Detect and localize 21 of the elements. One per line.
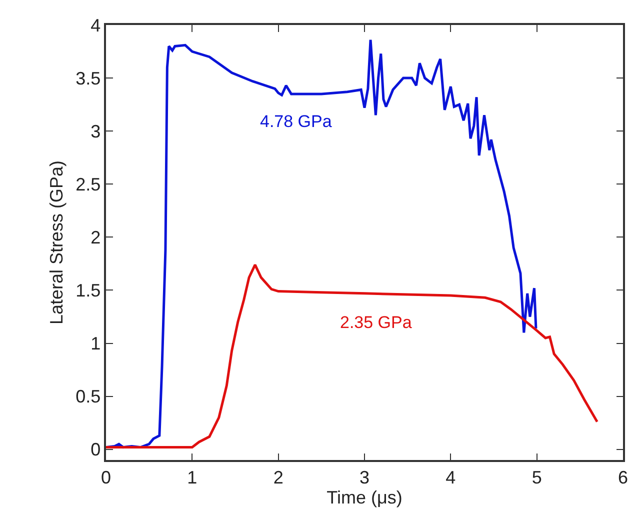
line-series: [106, 38, 538, 449]
y-tick-label: 0.5: [76, 386, 101, 407]
y-tick-label: 4: [90, 15, 101, 36]
x-tick-label: 3: [359, 467, 370, 488]
y-tick-label: 3: [90, 121, 101, 142]
y-tick-label: 1: [90, 334, 101, 354]
y-tick-label: 2.5: [76, 174, 101, 194]
y-axis-title: Lateral Stress (GPa): [46, 160, 66, 325]
x-tick-label: 6: [618, 467, 628, 488]
x-tick-label: 2: [273, 467, 284, 488]
series-label: 2.35 GPa: [340, 313, 412, 332]
x-axis-title: Time (μs): [326, 487, 402, 508]
series-label: 4.78 GPa: [260, 112, 332, 131]
y-tick-label: 3.5: [76, 68, 101, 88]
line-series: [106, 264, 598, 449]
x-tick-label: 4: [446, 467, 456, 488]
x-tick-label: 5: [532, 467, 542, 488]
y-tick-label: 2: [90, 228, 101, 248]
y-tick-label: 0: [90, 440, 101, 460]
y-tick-label: 1.5: [76, 280, 101, 301]
x-tick-label: 1: [187, 467, 198, 488]
